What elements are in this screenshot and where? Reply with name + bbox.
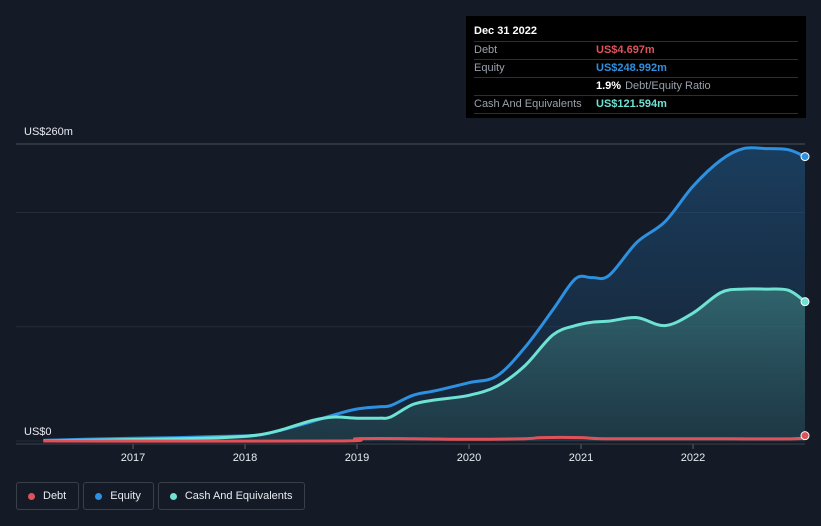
x-tick-label: 2018 [233,452,257,464]
tooltip-equity-value: US$248.992m [596,62,667,74]
legend: Debt Equity Cash And Equivalents [16,482,306,510]
tooltip-row-debt: Debt US$4.697m [474,41,798,59]
x-axis: 2017 2018 2019 2020 2021 2022 [16,443,805,464]
tooltip-row-equity: Equity US$248.992m [474,59,798,77]
debt-series-line [43,434,808,443]
legend-equity-label: Equity [110,490,141,502]
tooltip-panel: Dec 31 2022 Debt US$4.697m Equity US$248… [466,16,806,118]
tooltip-debt-value: US$4.697m [596,44,655,56]
y-axis-bottom-label: US$0 [24,426,52,438]
cash-area [43,288,805,441]
legend-item-cash[interactable]: Cash And Equivalents [157,482,306,510]
cash-series-line [43,287,806,443]
tooltip-date: Dec 31 2022 [474,25,537,37]
legend-cash-label: Cash And Equivalents [184,490,293,502]
tooltip-ratio-value: 1.9% [596,80,622,92]
tooltip-cash-value: US$121.594m [596,98,667,110]
x-tick-label: 2022 [681,452,705,464]
tooltip-equity-label: Equity [474,62,505,74]
x-tick-label: 2021 [569,452,593,464]
debt-dot-icon [28,492,35,500]
tooltip-row-ratio: 1.9% Debt/Equity Ratio [474,77,798,95]
cash-dot-icon [169,492,177,500]
debt-end-marker[interactable] [800,431,810,441]
x-tick-label: 2017 [121,452,145,464]
x-tick-label: 2019 [345,452,369,464]
legend-item-debt[interactable]: Debt [16,482,80,510]
legend-item-equity[interactable]: Equity [83,482,154,510]
y-axis-top-label: US$260m [24,126,73,138]
tooltip-row-cash: Cash And Equivalents US$121.594m [474,95,798,114]
x-tick-label: 2020 [457,452,481,464]
cash-end-marker[interactable] [800,297,810,307]
tooltip-cash-label: Cash And Equivalents [474,98,582,110]
equity-dot-icon [95,492,103,500]
equity-end-marker[interactable] [800,152,810,162]
tooltip-ratio-label: Debt/Equity Ratio [625,80,711,92]
legend-debt-label: Debt [43,490,67,502]
tooltip-debt-label: Debt [474,44,498,56]
